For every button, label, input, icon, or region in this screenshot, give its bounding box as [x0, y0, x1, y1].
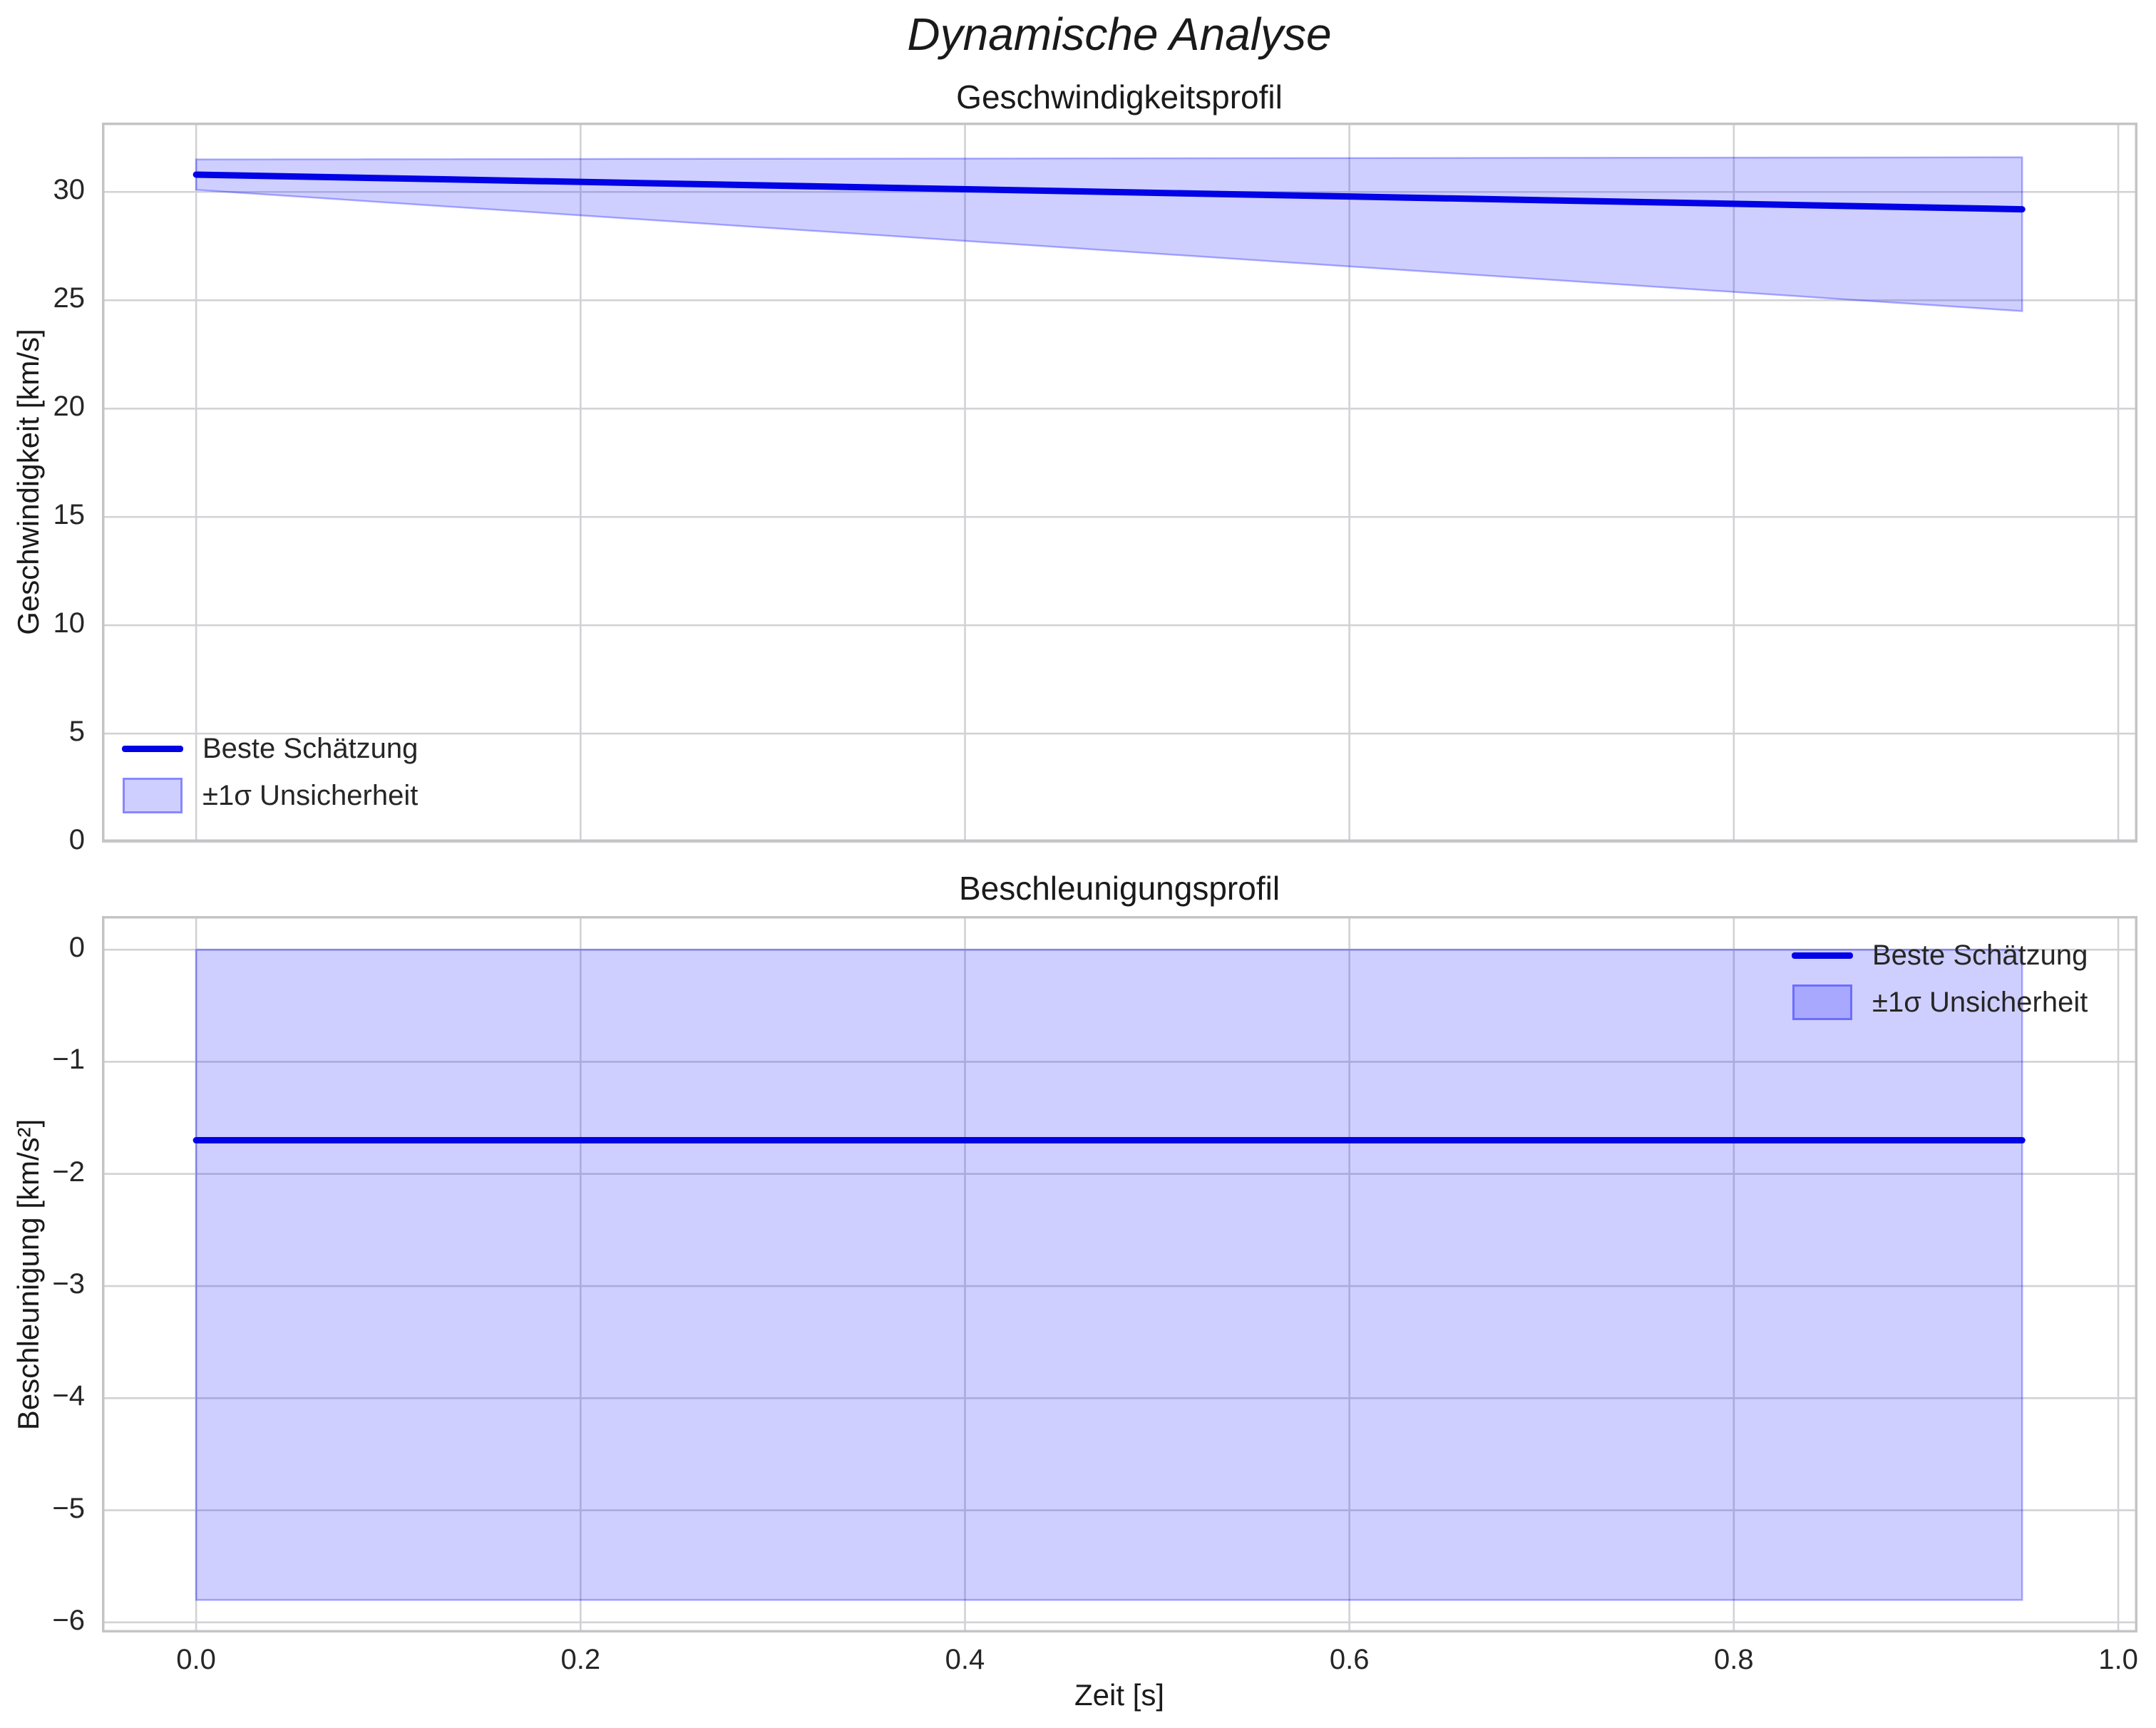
y-tick-label: 25: [53, 282, 86, 314]
plot2-canvas: [102, 916, 2137, 1632]
y-tick-label: −5: [52, 1492, 85, 1524]
plot1-title: Geschwindigkeitsprofil: [956, 78, 1283, 115]
band-swatch-icon: [1792, 984, 1852, 1020]
y-tick-label: 20: [53, 391, 86, 423]
y-tick-label: 15: [53, 499, 86, 531]
x-tick-label: 1.0: [2098, 1644, 2138, 1675]
y-tick-label: 0: [68, 824, 85, 855]
uncertainty-band: [195, 156, 2023, 312]
legend-label: Beste Schätzung: [202, 732, 419, 764]
plot2-ylabel: Beschleunigung [km/s²]: [11, 1118, 45, 1431]
plot2-legend: Beste Schätzung ±1σ Unsicherheit: [1791, 937, 2088, 1021]
legend-item-best-estimate: Beste Schätzung: [121, 730, 418, 767]
y-tick-label: 0: [68, 932, 85, 964]
y-tick-label: −1: [52, 1044, 85, 1076]
x-axis-label: Zeit [s]: [1074, 1678, 1165, 1712]
x-tick-label: 0.2: [560, 1644, 601, 1675]
best-estimate-line: [192, 171, 2026, 213]
axes-2: Beste Schätzung ±1σ Unsicherheit 0 −1 −2 −3…: [52, 916, 2138, 1675]
x-tick-label: 0.6: [1329, 1644, 1370, 1675]
legend-label: Beste Schätzung: [1872, 939, 2088, 971]
axes-1: Beste Schätzung ±1σ Unsicherheit 0 5 10 15 2…: [53, 123, 2137, 855]
band-swatch-icon: [123, 778, 183, 813]
legend-item-uncertainty: ±1σ Unsicherheit: [121, 777, 418, 814]
uncertainty-band: [195, 948, 2023, 1601]
legend-label: ±1σ Unsicherheit: [202, 779, 419, 811]
y-tick-label: −6: [52, 1604, 85, 1636]
legend-item-best-estimate: Beste Schätzung: [1791, 937, 2088, 974]
y-tick-label: −3: [52, 1268, 85, 1300]
x-tick-label: 0.0: [176, 1644, 216, 1675]
plot2-title: Beschleunigungsprofil: [958, 870, 1280, 907]
y-tick-label: −2: [52, 1156, 85, 1188]
y-tick-label: 30: [53, 174, 86, 206]
figure-suptitle: Dynamische Analyse: [907, 9, 1332, 60]
plot1-canvas: [102, 123, 2137, 843]
line-swatch-icon: [1792, 952, 1853, 959]
legend-item-uncertainty: ±1σ Unsicherheit: [1791, 984, 2088, 1021]
line-swatch-icon: [122, 745, 183, 752]
y-tick-label: −4: [52, 1380, 85, 1412]
plot1-ylabel: Geschwindigkeit [km/s]: [11, 329, 45, 635]
y-tick-label: 10: [53, 607, 86, 639]
x-tick-label: 0.4: [945, 1644, 985, 1675]
x-tick-label: 0.8: [1714, 1644, 1754, 1675]
plot1-legend: Beste Schätzung ±1σ Unsicherheit: [121, 730, 418, 814]
legend-label: ±1σ Unsicherheit: [1872, 986, 2088, 1018]
y-tick-label: 5: [68, 716, 85, 748]
